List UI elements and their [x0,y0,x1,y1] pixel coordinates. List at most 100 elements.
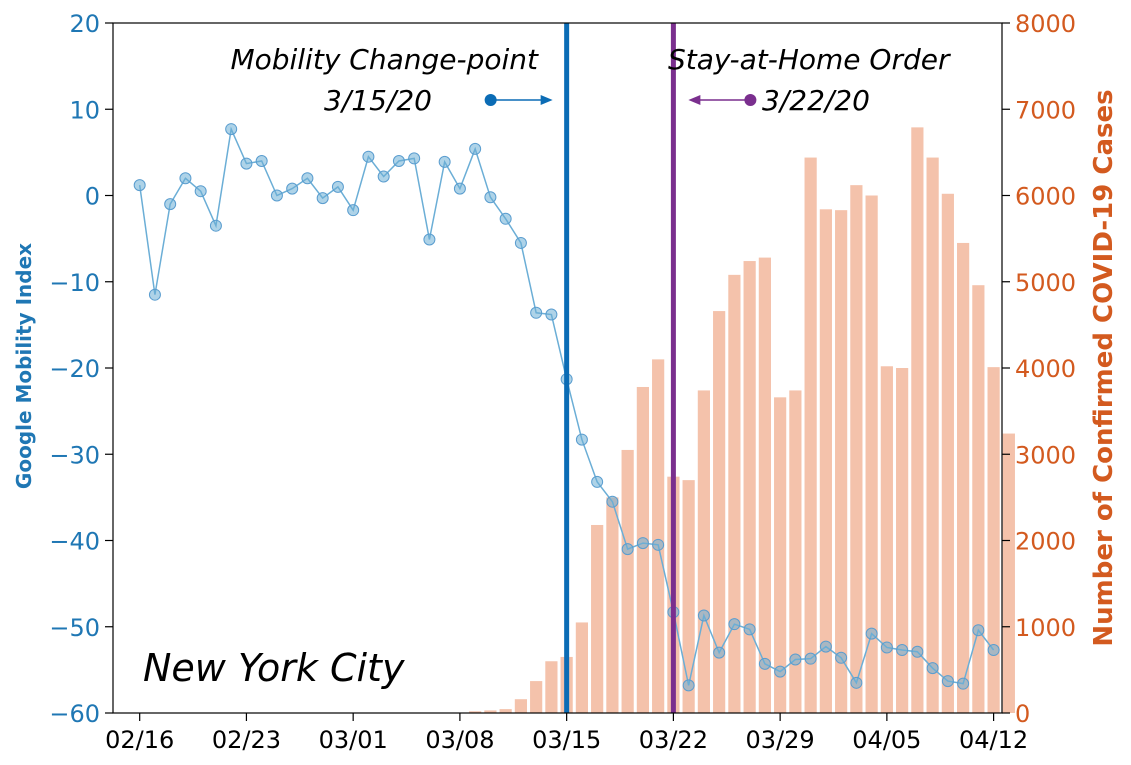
mobility-point [957,677,970,690]
x-tick-label: 02/23 [212,726,281,754]
right-tick-label: 0 [1015,700,1030,728]
mobility-point [499,212,512,225]
case-bar [758,257,771,713]
mobility-point [865,627,878,640]
mobility-point [911,645,924,658]
mobility-point [438,155,451,168]
mobility-point [789,653,802,666]
left-axis-title: Google Mobility Index [12,243,36,489]
mobility-point [926,662,939,675]
right-tick-label: 7000 [1015,96,1076,124]
mobility-point [148,288,161,301]
left-tick-label: −40 [49,528,100,556]
case-bar [545,661,558,713]
mobility-point [331,180,344,193]
case-bar [896,368,909,713]
annotations: Mobility Change-point 3/15/20 Stay-at-Ho… [143,43,951,690]
mobility-point [850,676,863,689]
x-tick-label: 02/16 [105,726,174,754]
case-bar [606,497,619,713]
stay-home-arrow-head [688,95,701,105]
right-tick-label: 4000 [1015,355,1076,383]
case-bar [728,274,741,713]
left-tick-label: −50 [49,614,100,642]
left-tick-label: −60 [49,700,100,728]
x-tick-label: 03/29 [746,726,815,754]
mobility-point [347,204,360,217]
reference-lines [484,23,757,713]
mobility-series [133,123,1000,692]
mobility-point [133,179,146,192]
mobility-point [713,646,726,659]
mobility-point [286,182,299,195]
left-tick-label: −10 [49,269,100,297]
mobility-point [697,609,710,622]
case-bar [530,681,543,713]
left-tick-label: 10 [69,96,100,124]
mobility-point [774,665,787,678]
case-bar [819,209,832,714]
axes: 20 10 0 −10 −20 −30 −40 −50 −60 8000 7000 6000 5000 4… [12,10,1119,754]
mobility-point [194,185,207,198]
mobility-point [575,433,588,446]
right-tick-label: 2000 [1015,528,1076,556]
mobility-point [484,191,497,204]
mobility-point [408,152,421,165]
mobility-point [880,641,893,654]
x-tick-label: 04/12 [959,726,1028,754]
mobility-point [316,192,329,205]
mobility-point [301,172,314,185]
mobility-point [606,495,619,508]
mobility-point [362,150,375,163]
case-bar [804,157,817,714]
case-bar [941,193,954,713]
left-tick-label: 0 [85,183,100,211]
mobility-point [591,475,604,488]
change-point-arrow-head [540,95,553,105]
mobility-point [423,233,436,246]
mobility-point [514,236,527,249]
mobility-point [530,306,543,319]
x-tick-label: 03/15 [532,726,601,754]
x-tick-label: 03/22 [639,726,708,754]
left-tick-label: 20 [69,10,100,38]
case-bar [1002,433,1015,713]
case-bar [499,709,512,713]
mobility-point [240,157,253,170]
case-bar [880,366,893,713]
left-tick-label: −20 [49,355,100,383]
mobility-point [682,679,695,692]
left-tick-label: −30 [49,441,100,469]
mobility-point [377,170,390,183]
mobility-point [636,537,649,550]
mobility-point [896,644,909,657]
mobility-point [941,675,954,688]
right-tick-label: 1000 [1015,614,1076,642]
case-bar [591,524,604,713]
mobility-point [392,155,405,167]
case-bar [682,480,695,713]
mobility-point [453,182,466,195]
x-tick-label: 03/01 [319,726,388,754]
case-bar [713,311,726,713]
case-bar [911,127,924,714]
x-tick-label: 04/05 [852,726,921,754]
case-bar [484,710,497,713]
mobility-point [545,308,558,321]
case-bar [972,285,985,713]
right-axis-title: Number of Confirmed COVID-19 Cases [1089,89,1119,646]
x-tick-label: 03/08 [425,726,494,754]
case-bar [789,390,802,713]
mobility-point [728,618,741,631]
mobility-point [164,198,177,211]
case-bar [743,261,756,713]
mobility-point [469,142,482,155]
mobility-point [835,651,848,664]
case-bar [835,210,848,713]
case-bar [850,185,863,713]
stay-home-title: Stay-at-Home Order [668,43,951,76]
mobility-point [621,543,634,556]
right-tick-label: 3000 [1015,441,1076,469]
